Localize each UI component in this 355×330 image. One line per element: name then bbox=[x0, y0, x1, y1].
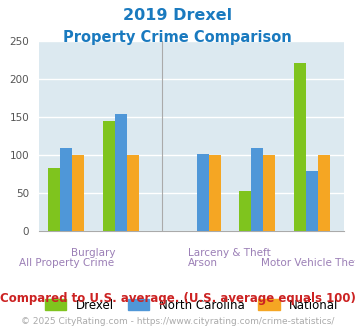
Bar bbox=[103, 121, 115, 231]
Bar bbox=[127, 155, 139, 231]
Bar bbox=[263, 155, 275, 231]
Bar bbox=[209, 155, 220, 231]
Bar bbox=[115, 114, 127, 231]
Legend: Drexel, North Carolina, National: Drexel, North Carolina, National bbox=[40, 294, 343, 316]
Bar bbox=[60, 148, 72, 231]
Text: Motor Vehicle Theft: Motor Vehicle Theft bbox=[261, 258, 355, 268]
Text: Burglary: Burglary bbox=[71, 248, 116, 258]
Bar bbox=[197, 154, 209, 231]
Text: © 2025 CityRating.com - https://www.cityrating.com/crime-statistics/: © 2025 CityRating.com - https://www.city… bbox=[21, 317, 334, 326]
Bar bbox=[306, 171, 318, 231]
Bar bbox=[72, 155, 84, 231]
Text: All Property Crime: All Property Crime bbox=[19, 258, 114, 268]
Text: 2019 Drexel: 2019 Drexel bbox=[123, 8, 232, 23]
Text: Compared to U.S. average. (U.S. average equals 100): Compared to U.S. average. (U.S. average … bbox=[0, 292, 355, 305]
Bar bbox=[318, 155, 330, 231]
Text: Arson: Arson bbox=[187, 258, 218, 268]
Text: Property Crime Comparison: Property Crime Comparison bbox=[63, 30, 292, 45]
Bar bbox=[239, 191, 251, 231]
Bar bbox=[294, 62, 306, 231]
Bar bbox=[251, 148, 263, 231]
Bar bbox=[48, 168, 60, 231]
Text: Larceny & Theft: Larceny & Theft bbox=[189, 248, 271, 258]
